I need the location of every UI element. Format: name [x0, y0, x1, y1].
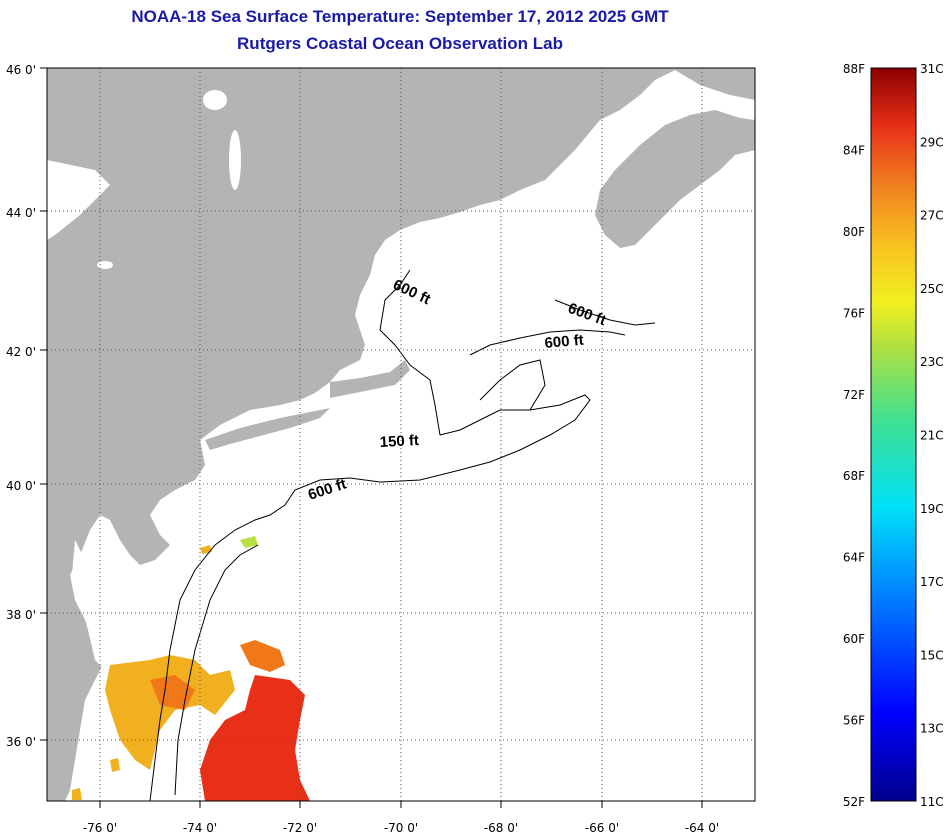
lat-labels: 46 0' 44 0' 42 0' 40 0' 38 0' 36 0': [6, 63, 36, 749]
colorbar-c-label: 23C: [920, 355, 944, 369]
colorbar-f-label: 72F: [843, 388, 865, 402]
colorbar-c-label: 21C: [920, 429, 944, 443]
lon-labels: -76 0' -74 0' -72 0' -70 0' -68 0' -66 0…: [83, 821, 719, 835]
lake: [203, 90, 227, 110]
lon-label: -76 0': [83, 821, 117, 835]
map-subtitle: Rutgers Coastal Ocean Observation Lab: [237, 34, 563, 53]
colorbar-c-label: 11C: [920, 795, 944, 809]
colorbar-f-label: 68F: [843, 469, 865, 483]
colorbar-c-label: 27C: [920, 209, 944, 223]
lake: [97, 261, 113, 269]
land-cape-cod: [330, 360, 410, 398]
land-us-mainland: [47, 68, 755, 801]
colorbar-f-label: 88F: [843, 62, 865, 76]
lon-label: -74 0': [183, 821, 217, 835]
colorbar-f-label: 84F: [843, 143, 865, 157]
depth-label: 600 ft: [544, 332, 585, 352]
colorbar-c-labels: 31C 29C 27C 25C 23C 21C 19C 17C 15C 13C 11C: [920, 62, 944, 809]
land-nova-scotia: [595, 110, 755, 248]
colorbar-gradient: [870, 67, 917, 802]
lat-label: 46 0': [6, 63, 36, 77]
lon-label: -72 0': [283, 821, 317, 835]
colorbar-c-label: 31C: [920, 62, 944, 76]
colorbar-f-label: 64F: [843, 551, 865, 565]
colorbar-c-label: 15C: [920, 648, 944, 662]
lon-label: -68 0': [484, 821, 518, 835]
colorbar-c-label: 29C: [920, 135, 944, 149]
colorbar-f-label: 80F: [843, 225, 865, 239]
lake-ontario: [47, 160, 110, 240]
lat-label: 38 0': [6, 608, 36, 622]
colorbar-f-labels: 88F 84F 80F 76F 72F 68F 64F 60F 56F 52F: [843, 62, 865, 809]
lat-label: 40 0': [6, 479, 36, 493]
colorbar-f-label: 52F: [843, 795, 865, 809]
colorbar-c-label: 13C: [920, 722, 944, 736]
depth-label: 150 ft: [379, 432, 419, 451]
lon-label: -64 0': [685, 821, 719, 835]
land-long-island: [205, 408, 330, 450]
colorbar-c-label: 19C: [920, 502, 944, 516]
lon-label: -70 0': [384, 821, 418, 835]
lon-label: -66 0': [585, 821, 619, 835]
colorbar-c-label: 17C: [920, 575, 944, 589]
colorbar-f-label: 60F: [843, 632, 865, 646]
sst-patches: [72, 536, 310, 801]
temperature-colorbar: 88F 84F 80F 76F 72F 68F 64F 60F 56F 52F 31C 29C 27C…: [843, 62, 944, 809]
lat-label: 42 0': [6, 345, 36, 359]
lat-label: 36 0': [6, 735, 36, 749]
lake: [229, 130, 241, 190]
axis-ticks: [40, 67, 703, 808]
map-title: NOAA-18 Sea Surface Temperature: Septemb…: [131, 7, 669, 26]
lat-label: 44 0': [6, 206, 36, 220]
depth-contours: [149, 269, 656, 801]
chesapeake-bay: [72, 540, 110, 670]
colorbar-f-label: 76F: [843, 306, 865, 320]
colorbar-f-label: 56F: [843, 714, 865, 728]
colorbar-c-label: 25C: [920, 282, 944, 296]
